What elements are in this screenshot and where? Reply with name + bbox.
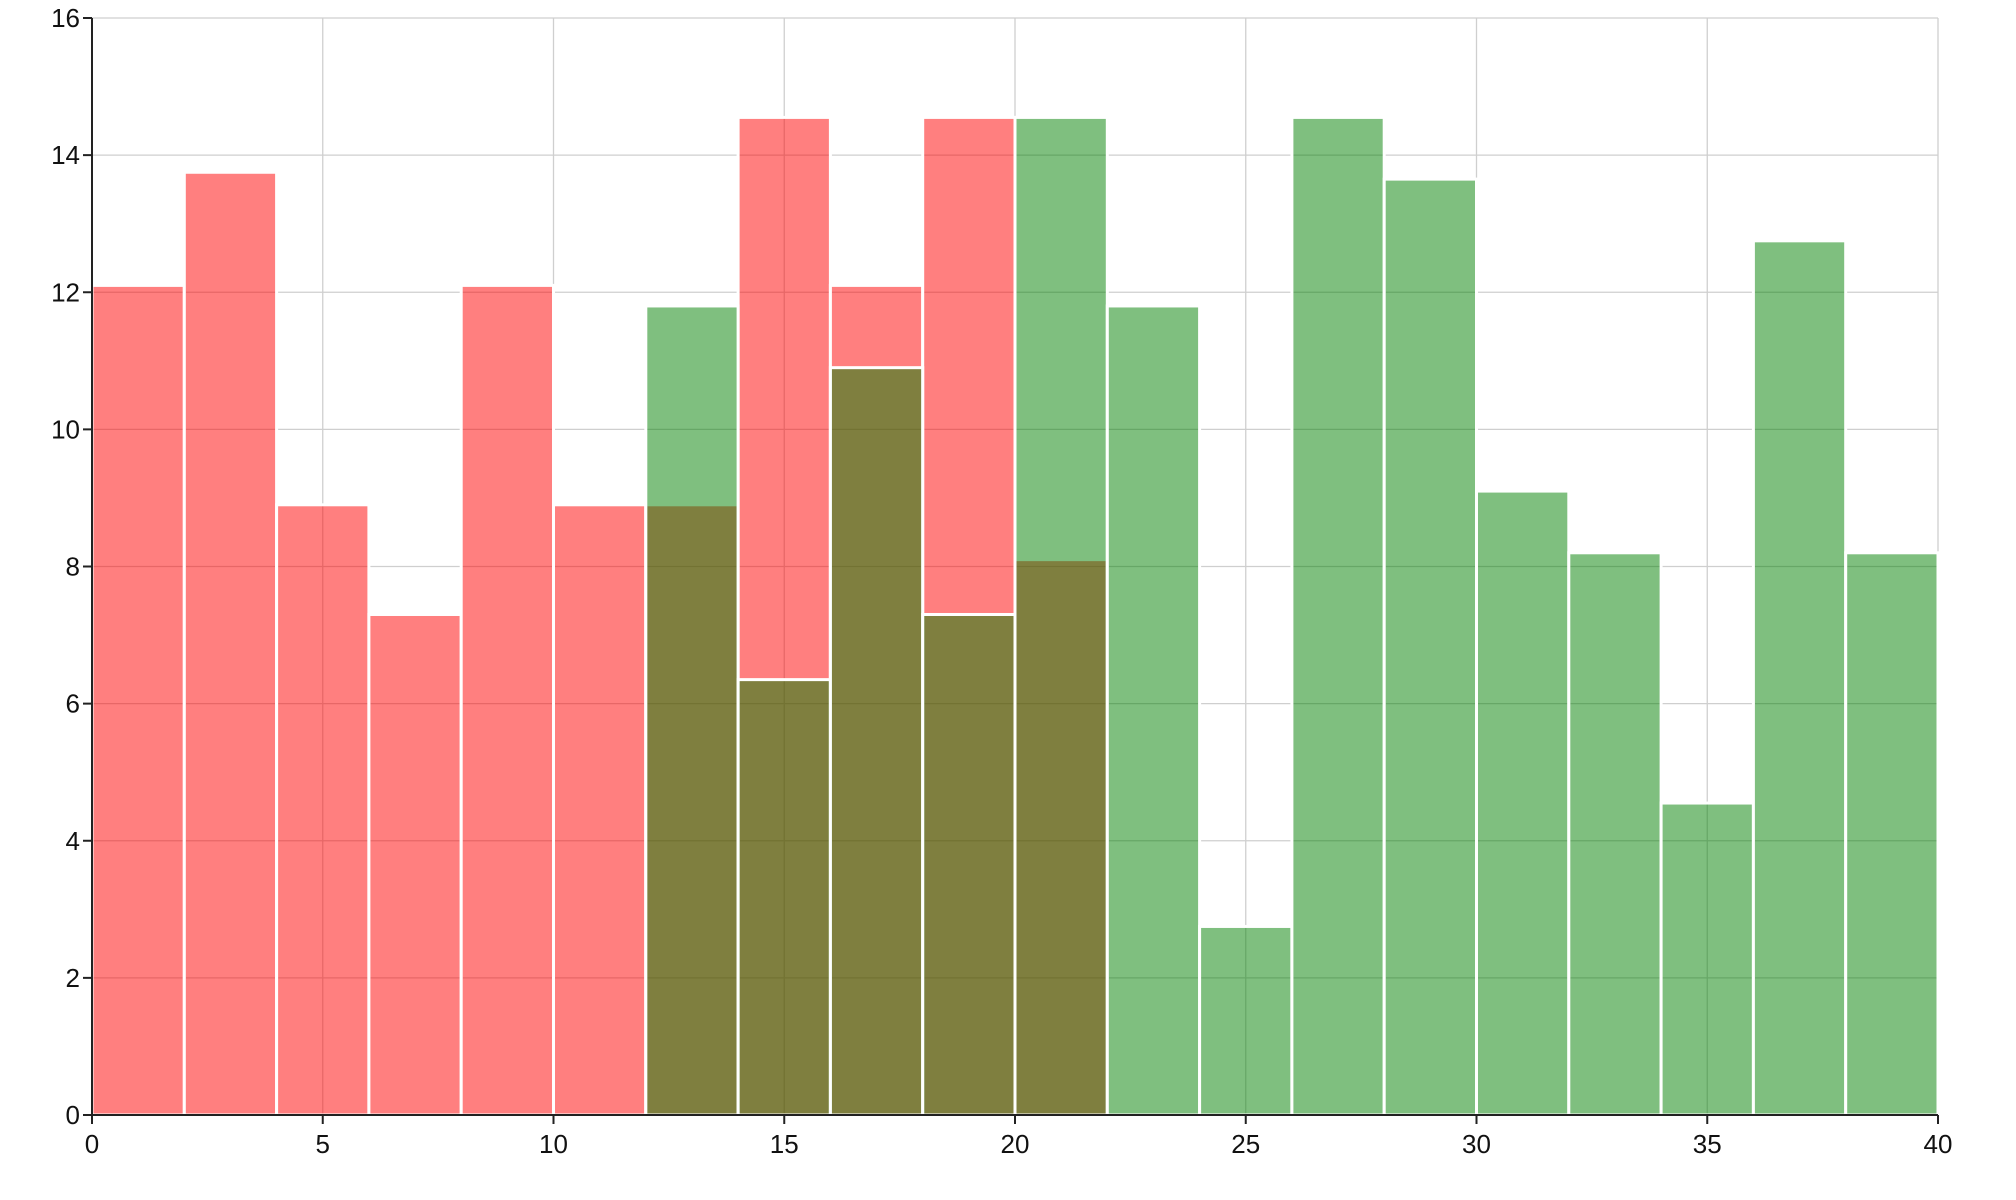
y-tick-label: 2 xyxy=(66,963,80,993)
y-tick-label: 0 xyxy=(66,1100,80,1130)
histogram-bar-series-2 xyxy=(921,612,1017,1117)
bars xyxy=(90,115,1940,1117)
histogram-bar-series-1 xyxy=(367,612,463,1117)
histogram-bar-series-1 xyxy=(275,503,371,1117)
histogram-bar-series-2 xyxy=(1475,489,1571,1117)
x-tick-label: 35 xyxy=(1693,1129,1722,1159)
histogram-bar-series-2 xyxy=(1290,115,1386,1117)
histogram-bar-series-2 xyxy=(736,678,832,1117)
histogram-bar-series-2 xyxy=(1751,239,1848,1117)
y-tick-label: 6 xyxy=(66,689,80,719)
histogram-bar-series-1 xyxy=(182,170,279,1117)
histogram-bar-series-2 xyxy=(1382,177,1478,1117)
x-tick-label: 25 xyxy=(1231,1129,1260,1159)
x-tick-label: 30 xyxy=(1462,1129,1491,1159)
y-tick-label: 16 xyxy=(51,3,80,33)
y-tick-label: 10 xyxy=(51,414,80,444)
x-tick-label: 5 xyxy=(316,1129,330,1159)
histogram-bar-series-1 xyxy=(552,503,648,1117)
histogram-bar-series-2 xyxy=(1198,924,1294,1117)
y-tick-label: 12 xyxy=(51,277,80,307)
y-tick-label: 4 xyxy=(66,826,80,856)
x-tick-label: 20 xyxy=(1001,1129,1030,1159)
histogram-bar-series-2 xyxy=(1013,115,1109,1117)
histogram-bar-series-1 xyxy=(90,283,186,1117)
x-tick-label: 40 xyxy=(1924,1129,1953,1159)
histogram-bar-series-1 xyxy=(459,283,556,1117)
x-tick-label: 10 xyxy=(539,1129,568,1159)
histogram-bar-series-2 xyxy=(1105,304,1202,1117)
x-tick-label: 15 xyxy=(770,1129,799,1159)
histogram-bar-series-2 xyxy=(1659,801,1755,1117)
histogram-bar-series-2 xyxy=(1844,551,1940,1117)
y-tick-label: 14 xyxy=(51,140,80,170)
histogram-bar-series-2 xyxy=(644,304,740,1117)
y-tick-label: 8 xyxy=(66,552,80,582)
histogram-bar-series-2 xyxy=(1567,551,1663,1117)
x-tick-label: 0 xyxy=(85,1129,99,1159)
histogram-bar-series-2 xyxy=(828,366,925,1117)
axes: 0 5 10 15 20 25 30 35 40 0 2 4 6 8 10 12 14 16 xyxy=(51,3,1952,1159)
